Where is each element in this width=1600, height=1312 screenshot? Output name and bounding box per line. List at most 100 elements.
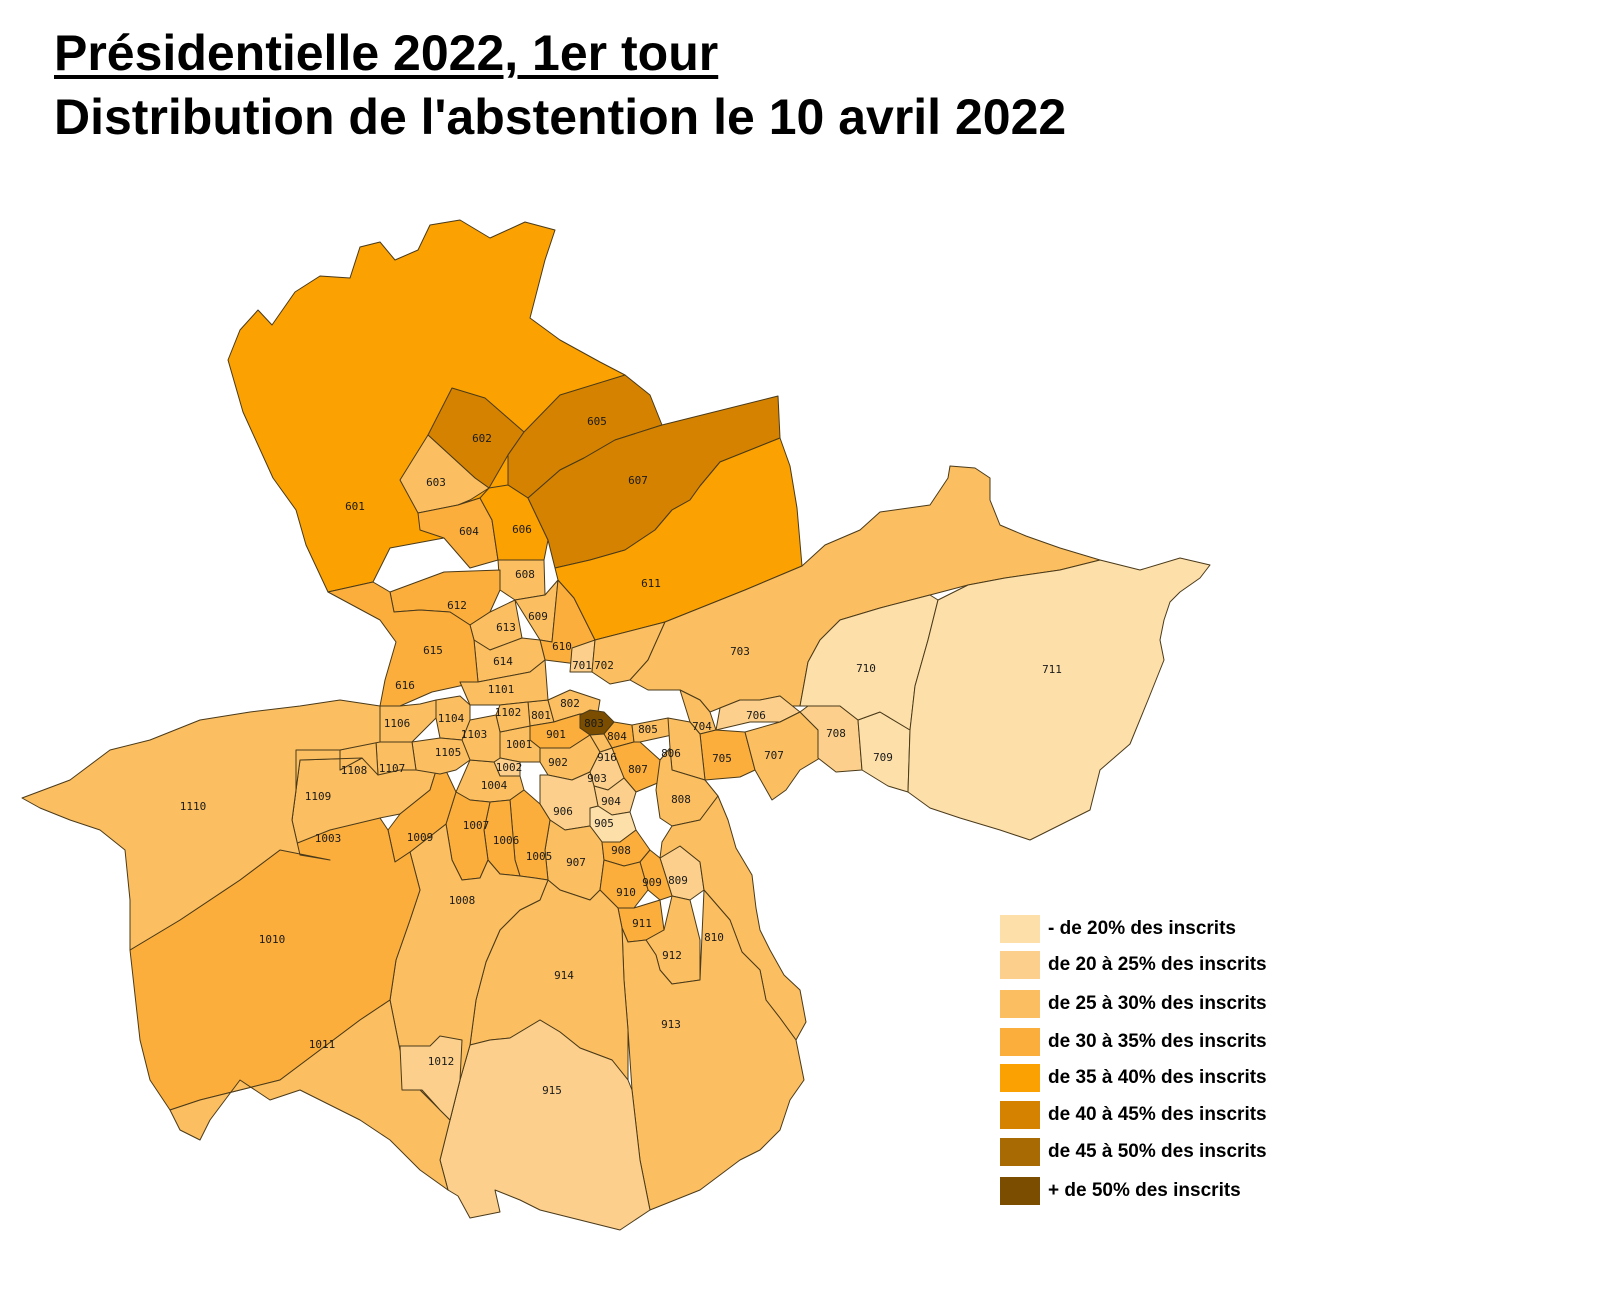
legend-swatch bbox=[1000, 951, 1040, 979]
legend-swatch bbox=[1000, 1138, 1040, 1166]
bureau-614-label: 614 bbox=[493, 655, 513, 668]
bureau-611-area bbox=[554, 437, 803, 641]
bureau-1011-area bbox=[169, 999, 451, 1191]
bureau-802-label: 802 bbox=[560, 697, 580, 710]
legend-label: de 20 à 25% des inscrits bbox=[1048, 954, 1267, 975]
bureau-1105-area bbox=[411, 737, 471, 775]
bureau-1105-label: 1105 bbox=[435, 746, 462, 759]
bureau-606-label: 606 bbox=[512, 523, 532, 536]
legend-item: de 45 à 50% des inscrits bbox=[1000, 1137, 1267, 1167]
bureau-604-label: 604 bbox=[459, 525, 479, 538]
bureau-1011-label: 1011 bbox=[309, 1038, 336, 1051]
bureau-902-label: 902 bbox=[548, 756, 568, 769]
legend-label: de 25 à 30% des inscrits bbox=[1048, 993, 1267, 1014]
bureau-616-area bbox=[327, 581, 479, 707]
bureau-804-label: 804 bbox=[607, 730, 627, 743]
bureau-705-label: 705 bbox=[712, 752, 732, 765]
bureau-704-label: 704 bbox=[692, 720, 712, 733]
bureau-1002-label: 1002 bbox=[496, 761, 523, 774]
bureau-915-label: 915 bbox=[542, 1084, 562, 1097]
bureau-703-label: 703 bbox=[730, 645, 750, 658]
bureau-913-label: 913 bbox=[661, 1018, 681, 1031]
legend-item: - de 20% des inscrits bbox=[1000, 914, 1236, 944]
bureau-1003-label: 1003 bbox=[315, 832, 342, 845]
legend-label: - de 20% des inscrits bbox=[1048, 918, 1236, 939]
bureau-1008-label: 1008 bbox=[449, 894, 476, 907]
bureau-803-label: 803 bbox=[584, 717, 604, 730]
bureau-611-label: 611 bbox=[641, 577, 661, 590]
bureau-1104-area bbox=[435, 695, 471, 741]
bureau-805-label: 805 bbox=[638, 723, 658, 736]
legend-item: de 20 à 25% des inscrits bbox=[1000, 950, 1267, 980]
bureau-607-label: 607 bbox=[628, 474, 648, 487]
bureau-601-label: 601 bbox=[345, 500, 365, 513]
bureau-1102-label: 1102 bbox=[495, 706, 522, 719]
map-title: Présidentielle 2022, 1er tour bbox=[54, 25, 719, 81]
bureau-701-label: 701 bbox=[572, 659, 592, 672]
bureau-806-label: 806 bbox=[661, 747, 681, 760]
bureau-916-area bbox=[589, 733, 613, 753]
legend-item: de 40 à 45% des inscrits bbox=[1000, 1100, 1267, 1130]
bureau-904-label: 904 bbox=[601, 795, 621, 808]
bureau-1104-label: 1104 bbox=[438, 712, 465, 725]
legend-label: de 35 à 40% des inscrits bbox=[1048, 1067, 1267, 1088]
bureau-1005-label: 1005 bbox=[526, 850, 553, 863]
bureau-912-label: 912 bbox=[662, 949, 682, 962]
legend-label: de 30 à 35% des inscrits bbox=[1048, 1031, 1267, 1052]
legend-swatch bbox=[1000, 990, 1040, 1018]
bureau-911-label: 911 bbox=[632, 917, 652, 930]
legend-swatch bbox=[1000, 1177, 1040, 1205]
bureau-1012-label: 1012 bbox=[428, 1055, 455, 1068]
bureau-1101-label: 1101 bbox=[488, 683, 515, 696]
bureau-1106-label: 1106 bbox=[384, 717, 411, 730]
bureau-706-area bbox=[715, 695, 801, 731]
legend-swatch bbox=[1000, 1028, 1040, 1056]
legend-swatch bbox=[1000, 915, 1040, 943]
bureau-1108-label: 1108 bbox=[341, 764, 368, 777]
bureau-711-label: 711 bbox=[1042, 663, 1062, 676]
bureau-1001-label: 1001 bbox=[506, 738, 533, 751]
bureau-1103-label: 1103 bbox=[461, 728, 488, 741]
bureau-1004-label: 1004 bbox=[481, 779, 508, 792]
bureau-906-label: 906 bbox=[553, 805, 573, 818]
bureau-801-label: 801 bbox=[531, 709, 551, 722]
bureau-903-label: 903 bbox=[587, 772, 607, 785]
bureau-1107-label: 1107 bbox=[379, 762, 406, 775]
bureau-609-label: 609 bbox=[528, 610, 548, 623]
bureau-907-label: 907 bbox=[566, 856, 586, 869]
bureau-1010-label: 1010 bbox=[259, 933, 286, 946]
bureau-1110-area bbox=[21, 699, 381, 951]
bureau-1012-area bbox=[399, 1035, 463, 1121]
bureau-1009-label: 1009 bbox=[407, 831, 434, 844]
bureau-910-label: 910 bbox=[616, 886, 636, 899]
bureau-613-label: 613 bbox=[496, 621, 516, 634]
legend-item: de 25 à 30% des inscrits bbox=[1000, 989, 1267, 1019]
bureau-807-label: 807 bbox=[628, 763, 648, 776]
legend-swatch bbox=[1000, 1064, 1040, 1092]
bureau-916-label: 916 bbox=[597, 751, 617, 764]
bureau-901-label: 901 bbox=[546, 728, 566, 741]
bureau-612-label: 612 bbox=[447, 599, 467, 612]
bureau-610-label: 610 bbox=[552, 640, 572, 653]
bureau-615-label: 615 bbox=[423, 644, 443, 657]
legend-label: de 45 à 50% des inscrits bbox=[1048, 1141, 1267, 1162]
legend-label: de 40 à 45% des inscrits bbox=[1048, 1104, 1267, 1125]
legend-swatch bbox=[1000, 1101, 1040, 1129]
bureau-1007-label: 1007 bbox=[463, 819, 490, 832]
bureau-1102-area bbox=[495, 701, 531, 733]
bureau-809-label: 809 bbox=[668, 874, 688, 887]
bureau-707-label: 707 bbox=[764, 749, 784, 762]
legend-item: de 30 à 35% des inscrits bbox=[1000, 1027, 1267, 1057]
bureau-1109-label: 1109 bbox=[305, 790, 332, 803]
bureau-616-label: 616 bbox=[395, 679, 415, 692]
bureau-805-area bbox=[631, 717, 673, 743]
bureau-706-label: 706 bbox=[746, 709, 766, 722]
bureau-608-label: 608 bbox=[515, 568, 535, 581]
bureau-603-area bbox=[399, 434, 490, 514]
legend-item: + de 50% des inscrits bbox=[1000, 1176, 1241, 1206]
bureau-908-label: 908 bbox=[611, 844, 631, 857]
legend-label: + de 50% des inscrits bbox=[1048, 1180, 1241, 1201]
bureau-709-label: 709 bbox=[873, 751, 893, 764]
bureau-914-label: 914 bbox=[554, 969, 574, 982]
